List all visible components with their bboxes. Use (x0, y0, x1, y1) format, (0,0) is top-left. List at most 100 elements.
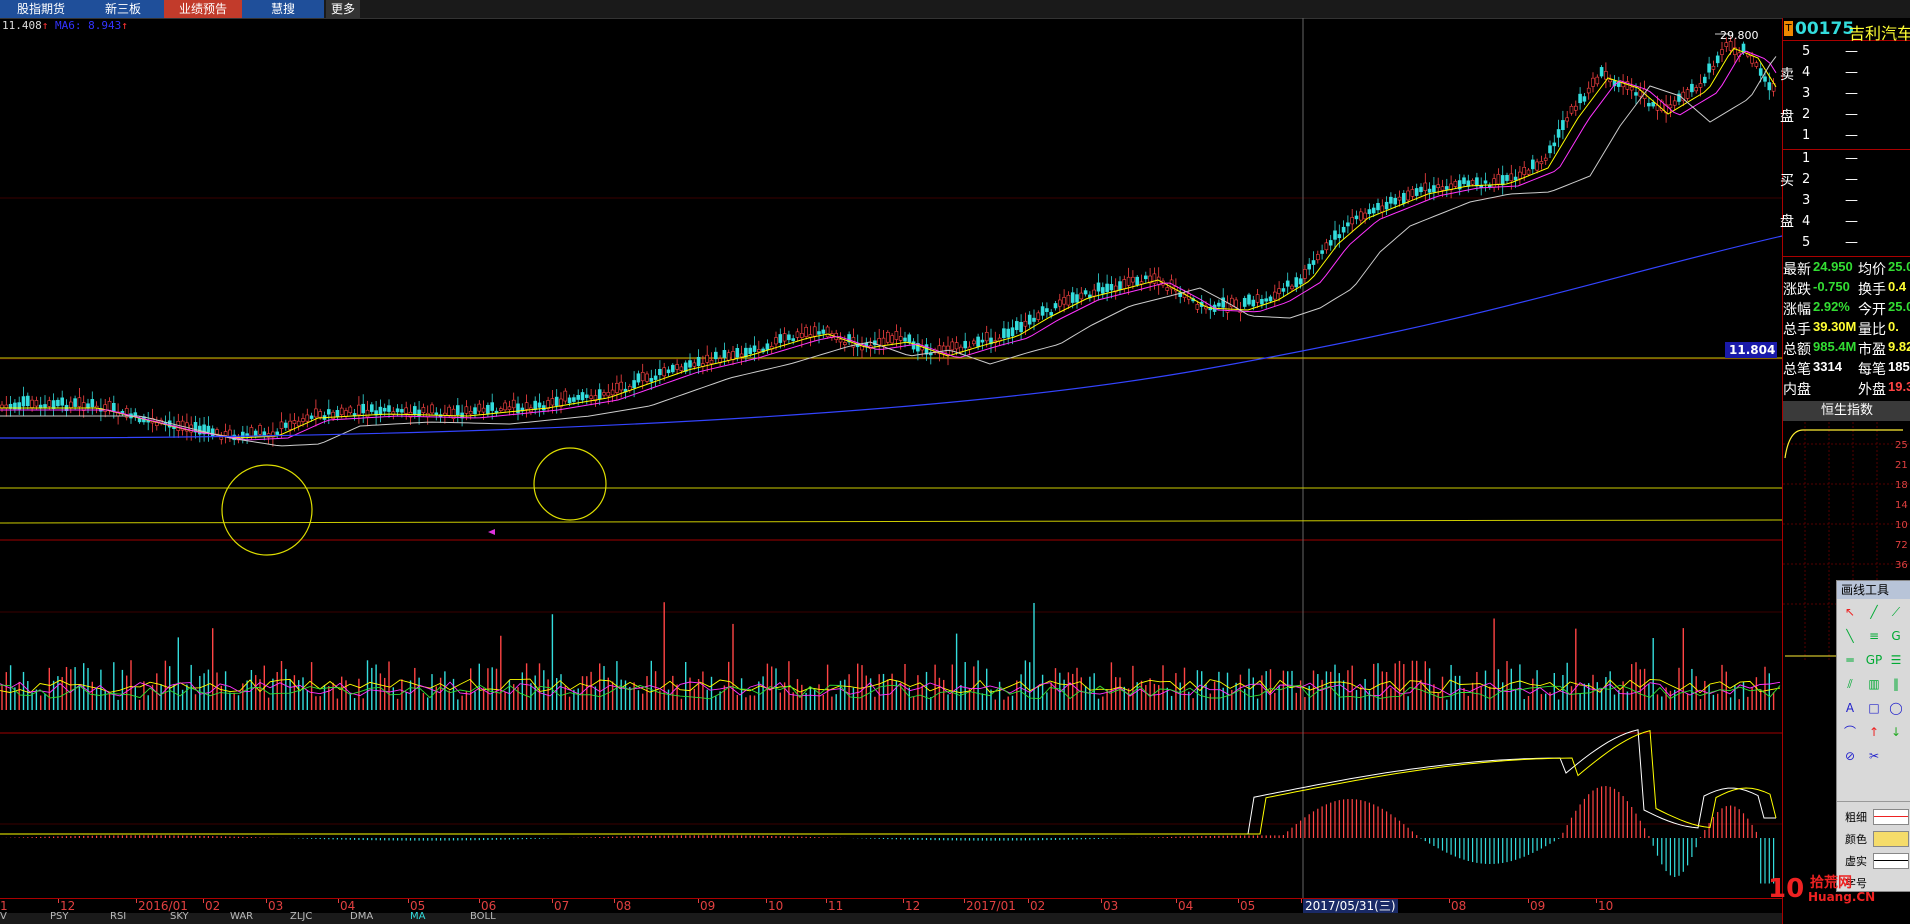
quote-label-2: 涨幅 (1783, 302, 1811, 318)
quote-value-1: -0.750 (1813, 279, 1850, 294)
ma-arrow: ↑ (41, 19, 49, 32)
circle-marker-2 (533, 447, 607, 521)
date-label: 04 (1178, 899, 1194, 913)
logo-num: 10 (1768, 874, 1805, 904)
stock-code: 00175 (1795, 19, 1855, 39)
buy-price-5: — (1845, 235, 1858, 250)
parallel-tool-icon[interactable]: ═ (1846, 653, 1854, 667)
indicator-tab-v[interactable]: V (0, 911, 7, 922)
quote-label2-5: 每笔 (1858, 362, 1886, 378)
top-tab-bar: 股指期货 新三板 业绩预告 慧搜 更多 (0, 0, 1910, 19)
quote-label-4: 总额 (1783, 342, 1811, 358)
sell-price-3: — (1845, 86, 1858, 101)
indicator-tab-zljc[interactable]: ZLJC (290, 911, 313, 922)
sell-label-1: 卖 (1780, 67, 1794, 83)
buy-level-4: 4 (1802, 214, 1811, 229)
sell-price-5: — (1845, 44, 1858, 59)
tab-smart-search[interactable]: 慧搜 (242, 0, 324, 18)
dash-select[interactable] (1873, 853, 1909, 869)
quote-label2-4: 市盈 (1858, 342, 1886, 358)
buy-price-4: — (1845, 214, 1858, 229)
date-label: 02 (1030, 899, 1046, 913)
index-panel-title[interactable]: 恒生指数 (1783, 401, 1910, 421)
date-label: 03 (1103, 899, 1119, 913)
indicator-tab-sky[interactable]: SKY (170, 911, 189, 922)
ma-value: 11.408 (2, 19, 42, 32)
tab-new-third-board[interactable]: 新三板 (82, 0, 164, 18)
channel-tool-icon[interactable]: ≡ (1868, 629, 1880, 643)
index-tick: 72 (1895, 540, 1908, 551)
indicator-tab-boll[interactable]: BOLL (470, 911, 496, 922)
quote-label-6: 内盘 (1783, 382, 1811, 398)
tab-earnings-forecast[interactable]: 业绩预告 (164, 0, 242, 18)
book-divider (1783, 149, 1910, 150)
indicator-tab-dma[interactable]: DMA (350, 911, 374, 922)
text-tool-icon[interactable]: A (1845, 701, 1855, 715)
tab-stock-index-futures[interactable]: 股指期货 (0, 0, 82, 18)
indicator-tab-war[interactable]: WAR (230, 911, 254, 922)
thickness-select[interactable] (1873, 809, 1909, 825)
date-label: 08 (616, 899, 632, 913)
rect-tool-icon[interactable]: □ (1868, 701, 1880, 715)
bars-tool-icon[interactable]: ☰ (1890, 653, 1902, 667)
index-tick: 14 (1895, 500, 1908, 511)
quote-label2-0: 均价 (1858, 262, 1886, 278)
gp-tool-icon[interactable]: GP (1865, 653, 1883, 667)
quote-value-2: 2.92% (1813, 299, 1850, 314)
cycle-tool-icon[interactable]: ⫽ (1847, 677, 1853, 691)
sell-price-1: — (1845, 128, 1858, 143)
vline-tool-icon[interactable]: ‖ (1893, 677, 1899, 691)
fan-tool-icon[interactable]: ⟋ (1891, 605, 1901, 619)
ray-tool-icon[interactable]: ╲ (1846, 629, 1854, 643)
color-select[interactable] (1873, 831, 1909, 847)
ma6-value: 8.943 (88, 19, 122, 32)
date-label: 12 (60, 899, 76, 913)
indicator-tab-rsi[interactable]: RSI (110, 911, 127, 922)
indicator-tab-ma[interactable]: MA (410, 911, 426, 922)
index-tick: 18 (1895, 480, 1908, 491)
quote-label-3: 总手 (1783, 322, 1811, 338)
sell-price-4: — (1845, 65, 1858, 80)
quote-label-1: 涨跌 (1783, 282, 1811, 298)
buy-level-2: 2 (1802, 172, 1811, 187)
down-arrow-icon[interactable]: ↓ (1890, 725, 1902, 739)
quote-value2-4: 9.82 (1888, 339, 1910, 354)
date-label: 11 (828, 899, 844, 913)
quote-value2-5: 1859 (1888, 359, 1910, 374)
site-logo: 10 拾荒网 Huang.CN (1768, 874, 1875, 904)
date-label: 1 (0, 899, 8, 913)
sell-level-5: 5 (1802, 44, 1811, 59)
kline-chart[interactable]: 29.800 11.804 (0, 18, 1782, 924)
arrow-marker (488, 529, 495, 535)
date-label: 03 (268, 899, 284, 913)
date-label: 10 (1598, 899, 1614, 913)
stock-header: T 00175 吉利汽车 (1783, 18, 1910, 43)
golden-tool-icon[interactable]: G (1891, 629, 1901, 643)
line-value-tag (1725, 342, 1777, 358)
highlight-circles[interactable] (221, 447, 607, 556)
ma6-label: MA6: (55, 19, 82, 32)
scissors-icon[interactable]: ✂ (1868, 749, 1880, 763)
quote-divider (1783, 256, 1910, 257)
logo-sub: 拾荒网 (1810, 875, 1852, 891)
drawing-tool-panel[interactable]: 画线工具 ↖ ╱ ⟋ ╲ ≡ G ═ GP ☰ ⫽ ▥ ‖ A □ ◯ ⌒ ↑ … (1836, 580, 1910, 892)
support-lines[interactable] (0, 357, 1782, 524)
buy-label-1: 买 (1780, 173, 1794, 189)
grid-tool-icon[interactable]: ▥ (1868, 677, 1880, 691)
sell-label-2: 盘 (1780, 109, 1794, 125)
indicator-tabs: V PSY RSI SKY WAR ZLJC DMA MA BOLL (0, 911, 1782, 924)
stock-name: 吉利汽车 (1849, 24, 1910, 43)
candlesticks (0, 36, 1776, 447)
date-label: 08 (1451, 899, 1467, 913)
logo-domain: Huang.CN (1808, 890, 1876, 904)
arc-tool-icon[interactable]: ⌒ (1843, 725, 1856, 739)
line-tool-icon[interactable]: ╱ (1870, 605, 1878, 619)
erase-tool-icon[interactable]: ⊘ (1844, 749, 1856, 763)
ellipse-tool-icon[interactable]: ◯ (1889, 701, 1903, 715)
date-label: 07 (554, 899, 570, 913)
quote-value2-6: 19.3 (1888, 379, 1910, 394)
tab-more[interactable]: 更多 (326, 0, 360, 18)
up-arrow-icon[interactable]: ↑ (1868, 725, 1880, 739)
indicator-tab-psy[interactable]: PSY (50, 911, 69, 922)
pointer-tool-icon[interactable]: ↖ (1844, 605, 1856, 619)
